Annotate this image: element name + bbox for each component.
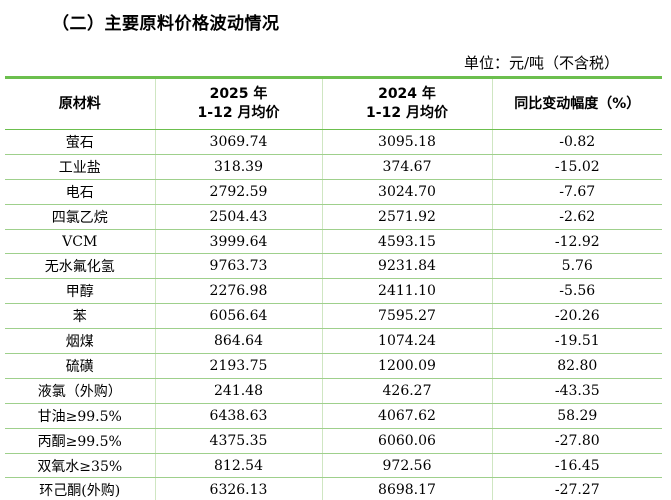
cell-yoy-change: 82.80 <box>491 353 662 379</box>
table-body: 萤石 3069.74 3095.18 -0.82 工业盐 318.39 374.67 -15.… <box>5 129 662 500</box>
cell-yoy-change: -43.35 <box>491 378 662 404</box>
cell-price-2024: 3024.70 <box>321 179 493 205</box>
table-row: 无水氟化氢 9763.73 9231.84 5.76 <box>5 253 662 280</box>
cell-yoy-change: 5.76 <box>491 253 662 280</box>
cell-material: 工业盐 <box>5 154 156 180</box>
cell-yoy-change: -27.27 <box>491 477 662 500</box>
table-row: VCM 3999.64 4593.15 -12.92 <box>5 229 662 255</box>
cell-price-2024: 1074.24 <box>321 328 493 355</box>
cell-price-2025: 2276.98 <box>154 278 323 305</box>
header-price-2024: 2024 年 1-12 月均价 <box>321 76 493 130</box>
table-row: 甘油≥99.5% 6438.63 4067.62 58.29 <box>5 403 662 429</box>
cell-price-2024: 9231.84 <box>321 253 493 280</box>
unit-note: 单位：元/吨（不含税） <box>463 54 619 72</box>
table-row: 萤石 3069.74 3095.18 -0.82 <box>5 129 662 155</box>
header-price-2025: 2025 年 1-12 月均价 <box>154 76 323 130</box>
table-row: 环己酮(外购) 6326.13 8698.17 -27.27 <box>5 477 662 500</box>
cell-material: 甘油≥99.5% <box>5 403 156 429</box>
cell-material: 环己酮(外购) <box>5 477 156 500</box>
cell-price-2024: 374.67 <box>321 154 493 180</box>
cell-price-2024: 4067.62 <box>321 403 493 429</box>
cell-yoy-change: -0.82 <box>491 129 662 155</box>
cell-price-2025: 9763.73 <box>154 253 323 280</box>
cell-yoy-change: -7.67 <box>491 179 662 205</box>
table-row: 苯 6056.64 7595.27 -20.26 <box>5 303 662 330</box>
header-price-2025-year: 2025 年 <box>209 86 268 102</box>
cell-price-2024: 8698.17 <box>321 477 493 500</box>
cell-price-2024: 2411.10 <box>321 278 493 305</box>
cell-yoy-change: -16.45 <box>491 453 662 479</box>
cell-material: 烟煤 <box>5 328 156 355</box>
raw-material-price-table: 原材料 2025 年 1-12 月均价 2024 年 1-12 月均价 同比变动… <box>5 76 662 500</box>
header-price-2025-period: 1-12 月均价 <box>197 105 280 121</box>
cell-price-2025: 3999.64 <box>154 229 323 255</box>
price-table-container: 原材料 2025 年 1-12 月均价 2024 年 1-12 月均价 同比变动… <box>5 76 662 500</box>
cell-price-2024: 426.27 <box>321 378 493 404</box>
cell-price-2025: 812.54 <box>154 453 323 479</box>
table-row: 四氯乙烷 2504.43 2571.92 -2.62 <box>5 204 662 230</box>
cell-material: VCM <box>5 229 156 255</box>
cell-price-2025: 6056.64 <box>154 303 323 330</box>
cell-material: 四氯乙烷 <box>5 204 156 230</box>
table-row: 硫磺 2193.75 1200.09 82.80 <box>5 353 662 379</box>
cell-material: 苯 <box>5 303 156 330</box>
table-row: 液氯（外购） 241.48 426.27 -43.35 <box>5 378 662 404</box>
cell-material: 无水氟化氢 <box>5 253 156 280</box>
cell-price-2024: 1200.09 <box>321 353 493 379</box>
cell-material: 双氧水≥35% <box>5 453 156 479</box>
cell-price-2025: 241.48 <box>154 378 323 404</box>
cell-material: 电石 <box>5 179 156 205</box>
cell-price-2024: 4593.15 <box>321 229 493 255</box>
cell-material: 丙酮≥99.5% <box>5 428 156 454</box>
table-row: 丙酮≥99.5% 4375.35 6060.06 -27.80 <box>5 428 662 454</box>
cell-yoy-change: 58.29 <box>491 403 662 429</box>
cell-material: 硫磺 <box>5 353 156 379</box>
table-row: 甲醇 2276.98 2411.10 -5.56 <box>5 278 662 305</box>
header-price-2024-year: 2024 年 <box>378 86 436 102</box>
table-header-row: 原材料 2025 年 1-12 月均价 2024 年 1-12 月均价 同比变动… <box>5 76 662 130</box>
cell-yoy-change: -19.51 <box>491 328 662 355</box>
table-row: 工业盐 318.39 374.67 -15.02 <box>5 154 662 180</box>
cell-yoy-change: -27.80 <box>491 428 662 454</box>
cell-material: 液氯（外购） <box>5 378 156 404</box>
table-row: 电石 2792.59 3024.70 -7.67 <box>5 179 662 205</box>
cell-yoy-change: -12.92 <box>491 229 662 255</box>
cell-material: 萤石 <box>5 129 156 155</box>
cell-price-2025: 318.39 <box>154 154 323 180</box>
header-yoy-change: 同比变动幅度（%） <box>491 76 662 130</box>
cell-price-2024: 7595.27 <box>321 303 493 330</box>
cell-material: 甲醇 <box>5 278 156 305</box>
cell-price-2025: 2504.43 <box>154 204 323 230</box>
cell-price-2025: 2792.59 <box>154 179 323 205</box>
cell-price-2025: 2193.75 <box>154 353 323 379</box>
header-material: 原材料 <box>5 76 156 130</box>
cell-price-2024: 972.56 <box>321 453 493 479</box>
section-title: （二）主要原料价格波动情况 <box>52 14 280 34</box>
cell-yoy-change: -5.56 <box>491 278 662 305</box>
table-row: 双氧水≥35% 812.54 972.56 -16.45 <box>5 453 662 479</box>
cell-yoy-change: -2.62 <box>491 204 662 230</box>
cell-price-2025: 4375.35 <box>154 428 323 454</box>
cell-price-2025: 3069.74 <box>154 129 323 155</box>
header-price-2024-period: 1-12 月均价 <box>366 105 448 121</box>
cell-price-2025: 6326.13 <box>154 477 323 500</box>
cell-price-2025: 864.64 <box>154 328 323 355</box>
cell-price-2025: 6438.63 <box>154 403 323 429</box>
cell-price-2024: 2571.92 <box>321 204 493 230</box>
cell-yoy-change: -20.26 <box>491 303 662 330</box>
table-row: 烟煤 864.64 1074.24 -19.51 <box>5 328 662 355</box>
cell-price-2024: 6060.06 <box>321 428 493 454</box>
cell-price-2024: 3095.18 <box>321 129 493 155</box>
cell-yoy-change: -15.02 <box>491 154 662 180</box>
